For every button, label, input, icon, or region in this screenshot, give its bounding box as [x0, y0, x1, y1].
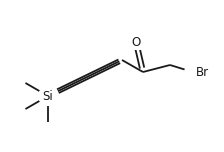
Text: Si: Si	[43, 90, 53, 102]
Text: O: O	[131, 36, 141, 48]
Text: Br: Br	[196, 67, 209, 79]
